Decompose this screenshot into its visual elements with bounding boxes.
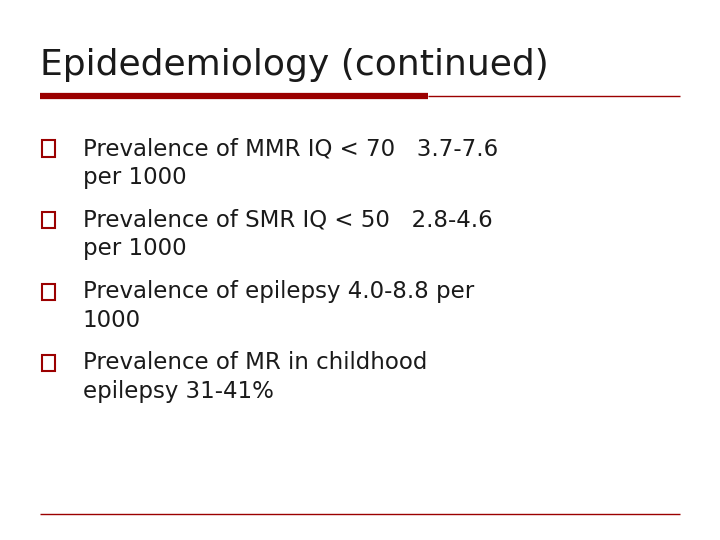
FancyBboxPatch shape [42, 140, 55, 157]
FancyBboxPatch shape [42, 212, 55, 228]
Text: epilepsy 31-41%: epilepsy 31-41% [83, 380, 274, 403]
Text: Epidedemiology (continued): Epidedemiology (continued) [40, 48, 549, 82]
Text: per 1000: per 1000 [83, 237, 186, 260]
FancyBboxPatch shape [42, 284, 55, 300]
Text: Prevalence of MR in childhood: Prevalence of MR in childhood [83, 352, 427, 374]
Text: Prevalence of epilepsy 4.0-8.8 per: Prevalence of epilepsy 4.0-8.8 per [83, 280, 474, 303]
Text: Prevalence of MMR IQ < 70   3.7-7.6: Prevalence of MMR IQ < 70 3.7-7.6 [83, 137, 498, 160]
FancyBboxPatch shape [42, 355, 55, 371]
Text: 1000: 1000 [83, 309, 141, 332]
Text: per 1000: per 1000 [83, 166, 186, 188]
Text: Prevalence of SMR IQ < 50   2.8-4.6: Prevalence of SMR IQ < 50 2.8-4.6 [83, 208, 492, 231]
